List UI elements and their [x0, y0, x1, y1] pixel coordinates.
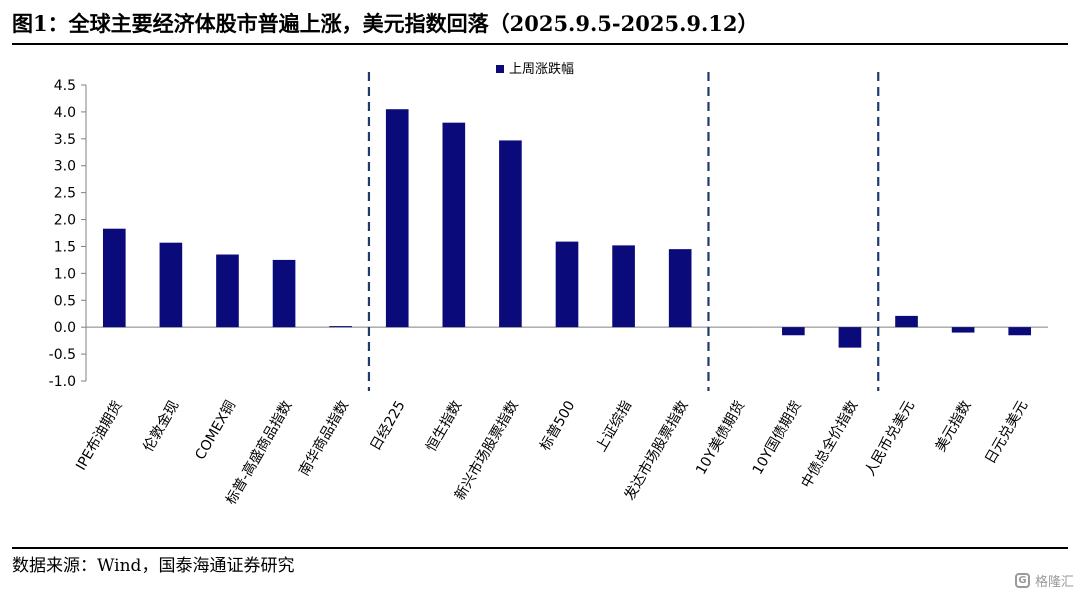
bar-chart: 4.5 4.0 3.5 3.0 2.5 2.0 1.5 1.0 0.5 0.0 -0.5 -1.0 IP…: [49, 61, 1048, 508]
category-label: 恒生指数: [423, 398, 465, 454]
watermark-text: 格隆汇: [1034, 574, 1074, 590]
category-label: 新兴市场股票指数: [451, 398, 522, 503]
bar-16: [1008, 327, 1032, 336]
category-label: 上证综指: [593, 398, 635, 454]
legend-label: 上周涨跌幅: [509, 61, 574, 77]
y-tick-label: 2.5: [54, 186, 76, 202]
bar-3: [272, 259, 296, 328]
category-label: 日元兑美元: [982, 398, 1031, 467]
category-label: 标普500: [537, 398, 578, 453]
bar-10: [668, 249, 692, 328]
category-label: COMEX铜: [192, 398, 239, 463]
category-label: 人民币兑美元: [862, 398, 918, 479]
watermark: G 格隆汇: [1014, 570, 1074, 590]
bar-7: [499, 140, 522, 328]
y-tick-label: 3.5: [54, 132, 76, 148]
category-label: 10Y美债期货: [692, 398, 748, 478]
y-tick-label: 4.0: [54, 105, 76, 121]
category-label: 发达市场股票指数: [621, 398, 692, 503]
source-rule: [12, 547, 1068, 549]
figure-title: 图1：全球主要经济体股市普遍上涨，美元指数回落（2025.9.5-2025.9.…: [12, 11, 759, 36]
y-tick-label: 0.5: [54, 293, 76, 309]
bar-12: [782, 327, 805, 336]
bar-8: [555, 241, 579, 328]
category-label: 美元指数: [933, 398, 975, 454]
bar-2: [216, 254, 239, 328]
y-tick-label: 1.0: [54, 266, 76, 282]
bar-14: [895, 315, 918, 328]
title-rule: [12, 43, 1068, 45]
bar-5: [385, 109, 409, 328]
bar-1: [159, 242, 183, 328]
bar-13: [838, 327, 862, 348]
y-tick-label: 4.5: [54, 78, 76, 94]
y-tick-label: 0.0: [54, 320, 76, 336]
bar-15: [951, 327, 975, 333]
source-note: 数据来源：Wind，国泰海通证券研究: [12, 556, 295, 576]
y-tick-label: 2.0: [54, 213, 76, 229]
category-label: IPE布油期货: [72, 398, 125, 474]
category-label: 南华商品指数: [296, 398, 352, 479]
y-tick-label: -1.0: [49, 374, 76, 390]
category-label: 10Y国债期货: [749, 398, 805, 478]
y-tick-label: 3.0: [54, 159, 76, 175]
category-label: 日经225: [367, 398, 408, 453]
brand-logo-icon: G: [1014, 572, 1030, 588]
legend-swatch: [496, 65, 504, 73]
bar-0: [102, 228, 126, 328]
y-tick-label: 1.5: [54, 239, 76, 255]
bar-9: [612, 245, 635, 328]
y-tick-label: -0.5: [49, 347, 76, 363]
bar-4: [329, 326, 352, 328]
bar-6: [442, 122, 466, 328]
category-label: 伦敦金现: [140, 398, 182, 454]
category-label: 中债总全价指数: [798, 398, 862, 491]
